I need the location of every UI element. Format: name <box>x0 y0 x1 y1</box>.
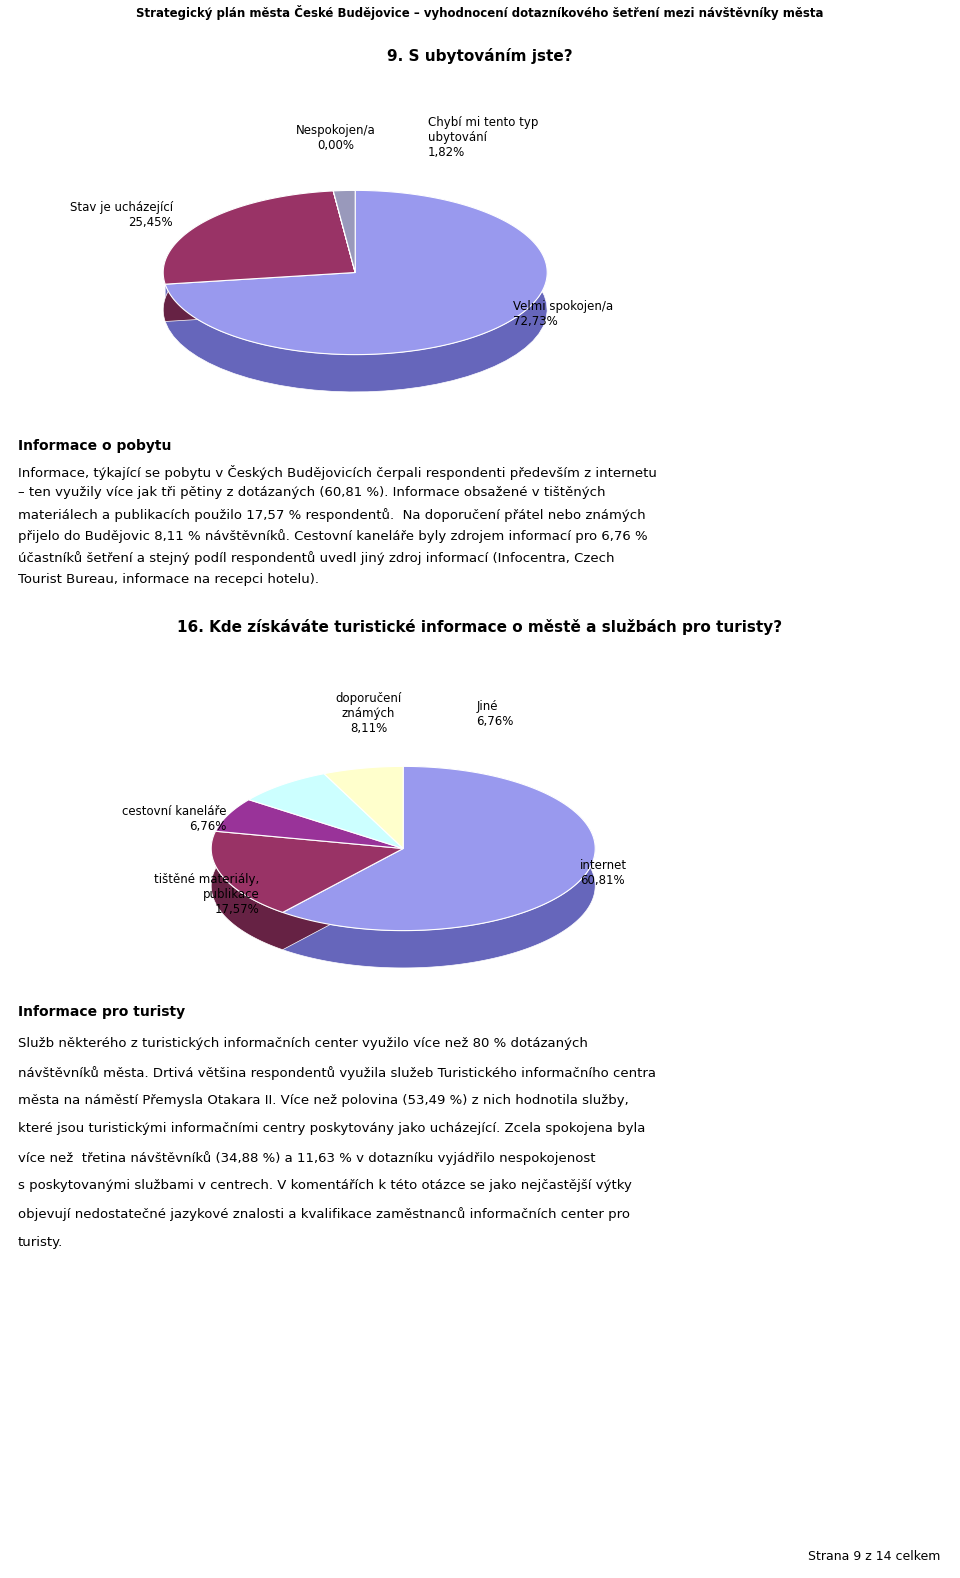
Text: Informace pro turisty: Informace pro turisty <box>18 1005 185 1019</box>
Text: Informace, týkající se pobytu v Českých Budějovicích čerpali respondenti předevš: Informace, týkající se pobytu v Českých … <box>18 464 657 480</box>
Text: Služb některého z turistických informačních center využilo více než 80 % dotázan: Služb některého z turistických informačn… <box>18 1037 588 1051</box>
Text: Chybí mi tento typ
ubytování
1,82%: Chybí mi tento typ ubytování 1,82% <box>428 117 539 159</box>
Text: turisty.: turisty. <box>18 1236 63 1248</box>
Text: Strategický plán města České Budějovice – vyhodnocení dotazníkového šetření mezi: Strategický plán města České Budějovice … <box>136 5 824 21</box>
Text: materiálech a publikacích použilo 17,57 % respondentů.  Na doporučení přátel neb: materiálech a publikacích použilo 17,57 … <box>18 508 646 522</box>
Text: objevují nedostatečné jazykové znalosti a kvalifikace zaměstnanců informačních c: objevují nedostatečné jazykové znalosti … <box>18 1207 630 1221</box>
Text: tištěné materiály,
publikace
17,57%: tištěné materiály, publikace 17,57% <box>154 873 259 915</box>
Polygon shape <box>249 773 403 849</box>
Polygon shape <box>333 191 355 273</box>
Polygon shape <box>282 767 595 931</box>
Text: Informace o pobytu: Informace o pobytu <box>18 439 172 453</box>
Text: cestovní kaneláře
6,76%: cestovní kaneláře 6,76% <box>122 805 227 833</box>
Polygon shape <box>165 191 547 355</box>
Text: Tourist Bureau, informace na recepci hotelu).: Tourist Bureau, informace na recepci hot… <box>18 573 319 585</box>
Polygon shape <box>282 767 595 967</box>
Text: Nespokojen/a
0,00%: Nespokojen/a 0,00% <box>296 123 376 151</box>
Text: přijelo do Budějovic 8,11 % návštěvníků. Cestovní kaneláře byly zdrojem informac: přijelo do Budějovic 8,11 % návštěvníků.… <box>18 529 648 543</box>
Text: více než  třetina návštěvníků (34,88 %) a 11,63 % v dotazníku vyjádřilo nespokoj: více než třetina návštěvníků (34,88 %) a… <box>18 1150 595 1165</box>
Polygon shape <box>165 191 547 391</box>
Text: Strana 9 z 14 celkem: Strana 9 z 14 celkem <box>808 1550 941 1562</box>
Text: doporučení
známých
8,11%: doporučení známých 8,11% <box>335 693 402 735</box>
Polygon shape <box>324 767 403 849</box>
Text: Stav je ucházející
25,45%: Stav je ucházející 25,45% <box>70 200 173 229</box>
Polygon shape <box>211 832 403 950</box>
Text: návštěvníků města. Drtivá většina respondentů využila služeb Turistického inform: návštěvníků města. Drtivá většina respon… <box>18 1065 656 1079</box>
Text: Jiné
6,76%: Jiné 6,76% <box>476 699 514 727</box>
Text: – ten využily více jak tři pětiny z dotázaných (60,81 %). Informace obsažené v t: – ten využily více jak tři pětiny z dotá… <box>18 486 606 499</box>
Text: 16. Kde získáváte turistické informace o městě a službách pro turisty?: 16. Kde získáváte turistické informace o… <box>178 619 782 634</box>
Text: Velmi spokojen/a
72,73%: Velmi spokojen/a 72,73% <box>513 300 612 328</box>
Text: 9. S ubytováním jste?: 9. S ubytováním jste? <box>387 47 573 63</box>
Text: města na náměstí Přemysla Otakara II. Více než polovina (53,49 %) z nich hodnoti: města na náměstí Přemysla Otakara II. Ví… <box>18 1094 629 1108</box>
Polygon shape <box>163 191 355 322</box>
Text: účastníků šetření a stejný podíl respondentů uvedl jiný zdroj informací (Infocen: účastníků šetření a stejný podíl respond… <box>18 551 614 565</box>
Polygon shape <box>333 191 355 273</box>
Text: internet
60,81%: internet 60,81% <box>580 858 627 887</box>
Polygon shape <box>163 191 355 284</box>
Text: které jsou turistickými informačními centry poskytovány jako ucházející. Zcela s: které jsou turistickými informačními cen… <box>18 1122 645 1136</box>
Polygon shape <box>211 832 403 912</box>
Polygon shape <box>215 800 403 849</box>
Text: s poskytovanými službami v centrech. V komentářích k této otázce se jako nejčast: s poskytovanými službami v centrech. V k… <box>18 1179 632 1191</box>
